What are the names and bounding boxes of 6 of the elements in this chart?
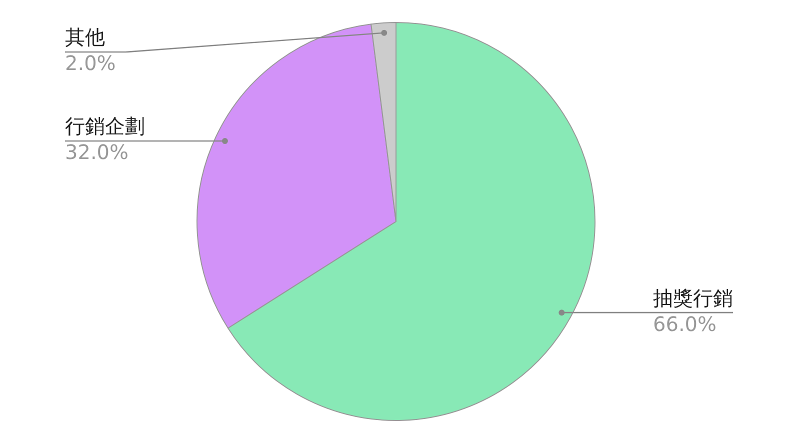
slice-label: 行銷企劃 — [65, 114, 145, 138]
slice-label: 其他 — [65, 25, 105, 50]
slice-label: 抽獎行銷 — [653, 286, 733, 310]
data-label: 2.0% — [65, 51, 116, 76]
data-label: 66.0% — [653, 312, 717, 336]
data-label: 32.0% — [65, 140, 129, 164]
